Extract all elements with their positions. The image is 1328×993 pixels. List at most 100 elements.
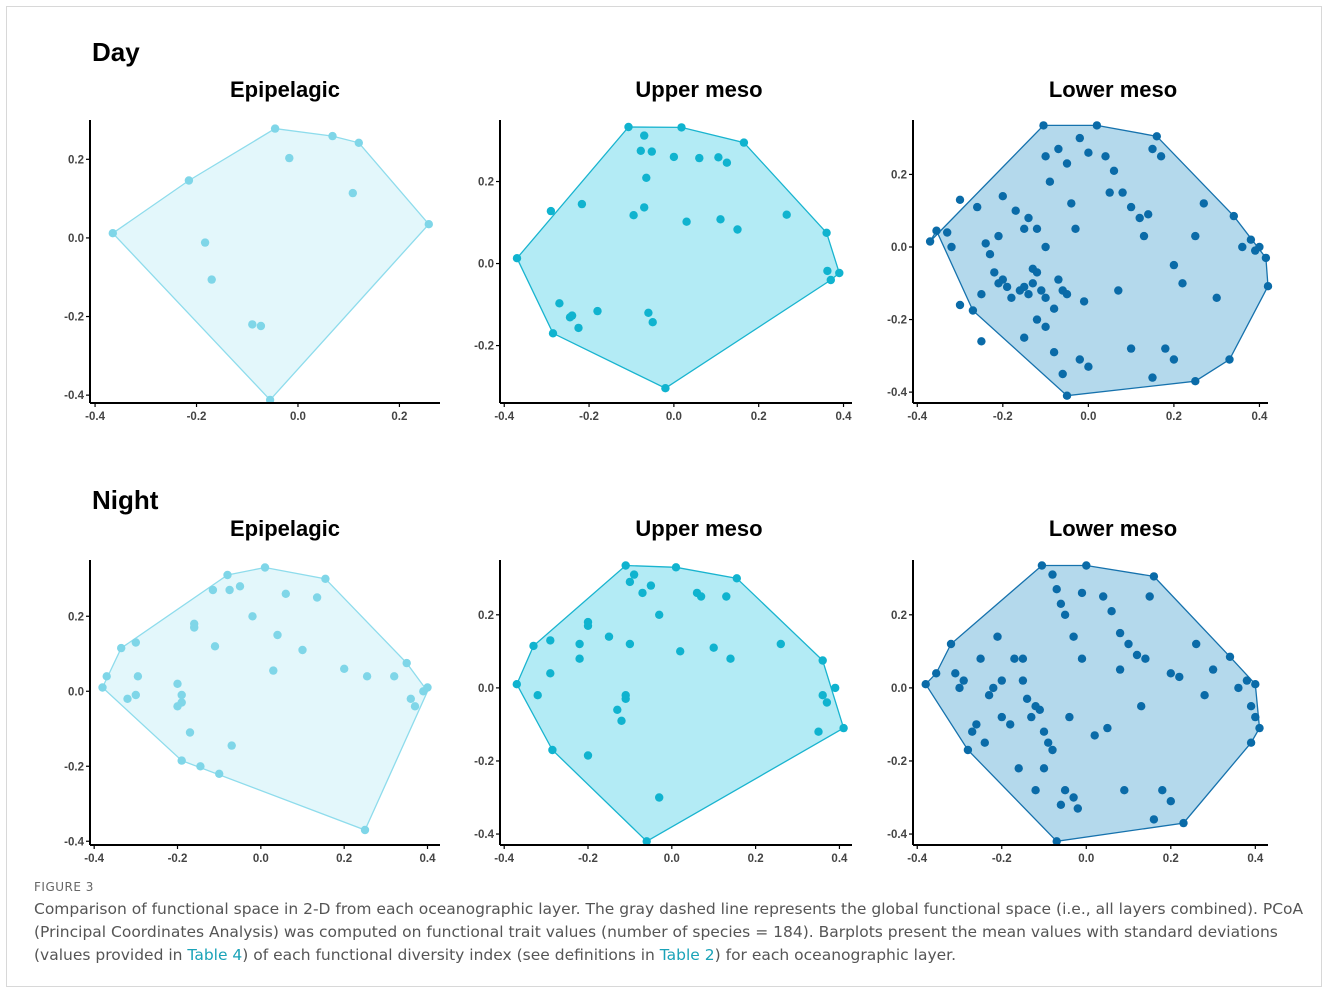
panel-5: Upper meso -0.4 -0.2 0.0 0.2 0.4 -0.4 -0.2 0.0 0.… xyxy=(474,516,852,865)
data-point xyxy=(1092,121,1102,130)
data-point xyxy=(1045,177,1055,186)
data-point xyxy=(677,123,686,132)
data-point xyxy=(108,229,118,238)
scatter-panels: Epipelagic-0.4 -0.2 0.0 0.2-0.4-0.20.00.2Up… xyxy=(64,77,1273,865)
x-tick-label: -0.2 xyxy=(578,853,598,865)
data-point xyxy=(123,694,132,703)
y-tick-label: -0.4 xyxy=(64,836,84,848)
x-tick-label: -0.4 xyxy=(907,411,927,423)
data-point xyxy=(555,299,564,308)
data-point xyxy=(1246,738,1256,747)
convex-hull xyxy=(111,127,430,401)
x-tick-label: -0.2 xyxy=(579,411,599,423)
data-point xyxy=(583,617,593,627)
data-point xyxy=(223,570,232,580)
x-tick-label: -0.4 xyxy=(494,411,514,423)
data-point xyxy=(1054,144,1063,154)
data-point xyxy=(716,215,725,224)
y-tick-label: -0.4 xyxy=(887,387,907,399)
data-point xyxy=(1255,723,1264,733)
data-point xyxy=(1024,290,1033,299)
data-point xyxy=(968,727,977,736)
data-point xyxy=(835,268,844,278)
data-point xyxy=(990,268,999,277)
y-tick-label: -0.2 xyxy=(887,756,907,768)
data-point xyxy=(423,683,432,692)
data-point xyxy=(1166,669,1176,678)
data-point xyxy=(328,131,337,141)
data-point xyxy=(1048,745,1057,755)
data-point xyxy=(1124,639,1133,649)
data-point xyxy=(207,275,216,284)
x-tick-label: 0.4 xyxy=(1247,853,1264,865)
data-point xyxy=(638,588,647,598)
data-point xyxy=(994,231,1003,241)
data-point xyxy=(1039,121,1048,130)
x-tick-label: 0.2 xyxy=(751,411,767,423)
data-point xyxy=(177,690,186,700)
panel-1: Epipelagic -0.4 -0.2 0.0 0.2 -0.4 -0.2 0.0 0.2 xyxy=(64,77,440,423)
x-tick-label: -0.2 xyxy=(993,411,1013,423)
data-point xyxy=(546,669,555,678)
data-point xyxy=(932,669,941,678)
data-point xyxy=(190,619,199,628)
data-point xyxy=(1037,561,1047,570)
data-point xyxy=(709,643,718,652)
data-point xyxy=(997,712,1006,722)
y-tick-label: -0.2 xyxy=(887,315,907,327)
x-tick-label: -0.4 xyxy=(84,853,104,865)
data-point xyxy=(1082,561,1091,570)
data-point xyxy=(548,329,558,338)
data-point xyxy=(732,574,741,583)
x-tick-label: 0.4 xyxy=(1251,411,1268,423)
data-point xyxy=(985,250,995,259)
data-point xyxy=(1144,210,1153,219)
data-point xyxy=(1019,224,1029,233)
table-2-link[interactable]: Table 2 xyxy=(659,946,715,964)
convex-hull xyxy=(516,126,841,389)
data-point xyxy=(390,672,399,681)
data-point xyxy=(932,226,941,235)
data-point xyxy=(1229,211,1239,221)
data-point xyxy=(1031,786,1040,795)
data-point xyxy=(994,279,1003,288)
x-tick-label: -0.2 xyxy=(187,411,207,423)
x-tick-label: -0.4 xyxy=(907,853,927,865)
data-point xyxy=(621,561,630,570)
data-point xyxy=(1225,652,1235,661)
data-point xyxy=(1139,231,1149,241)
data-point xyxy=(575,639,584,649)
data-point xyxy=(1041,293,1050,302)
x-tick-label: 0.4 xyxy=(836,411,853,423)
x-tick-label: 0.2 xyxy=(336,853,352,865)
data-point xyxy=(574,323,583,333)
data-point xyxy=(818,691,827,700)
data-point xyxy=(354,138,363,147)
data-point xyxy=(177,756,186,765)
data-point xyxy=(1126,202,1136,212)
panel-title: Lower meso xyxy=(1049,516,1177,541)
data-point xyxy=(669,152,679,162)
data-point xyxy=(647,147,656,156)
data-point xyxy=(1069,793,1078,802)
data-point xyxy=(410,702,420,711)
y-tick-label: -0.2 xyxy=(64,312,84,324)
data-point xyxy=(265,395,275,405)
x-tick-label: 0.2 xyxy=(1166,411,1182,423)
data-point xyxy=(98,683,107,692)
data-point xyxy=(814,727,823,736)
data-point xyxy=(1041,152,1050,161)
data-point xyxy=(1090,731,1099,740)
table-4-link[interactable]: Table 4 xyxy=(187,946,243,964)
data-point xyxy=(1158,786,1167,795)
data-point xyxy=(1105,188,1114,197)
data-point xyxy=(1079,297,1089,306)
data-point xyxy=(1056,599,1066,608)
data-point xyxy=(362,672,372,681)
data-point xyxy=(1137,702,1146,711)
data-point xyxy=(546,206,556,216)
data-point xyxy=(1019,333,1029,342)
panel-2: Upper meso -0.4 -0.2 0.0 0.2 0.4 -0.2 0.0 0.2 xyxy=(474,77,852,423)
data-point xyxy=(1251,712,1260,722)
data-point xyxy=(695,153,704,163)
